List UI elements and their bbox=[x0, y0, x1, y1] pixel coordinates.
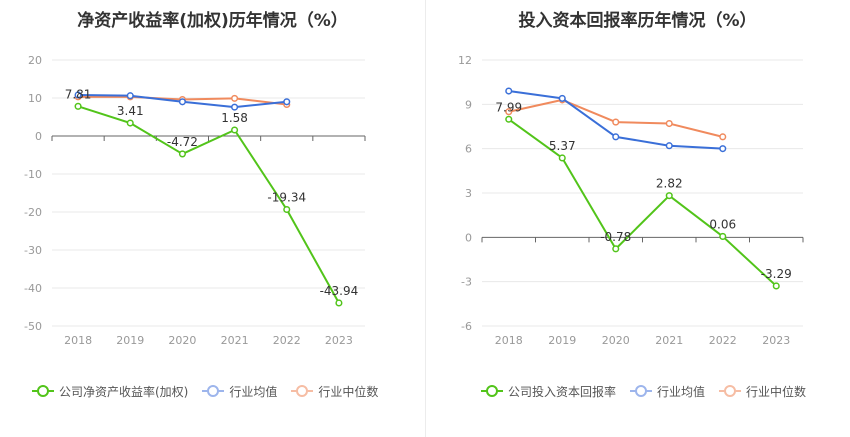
company-series-point bbox=[665, 192, 673, 200]
data-label: -19.34 bbox=[267, 190, 306, 204]
data-label: 1.58 bbox=[221, 111, 248, 125]
data-label: 0.06 bbox=[709, 217, 736, 231]
legend-line-marker-icon bbox=[202, 385, 225, 397]
company-series-point bbox=[74, 102, 82, 110]
company-series-point bbox=[772, 282, 780, 290]
x-tick-label: 2020 bbox=[602, 334, 630, 347]
roe-chart-panel: 净资产收益率(加权)历年情况（%） 20 10 0 -10 -20 -30 -40 -50 20… bbox=[24, 11, 392, 404]
legend-item-industry-median[interactable]: 行业中位数 bbox=[719, 383, 806, 400]
data-label: 7.81 bbox=[65, 87, 92, 101]
legend-item-industry-median[interactable]: 行业中位数 bbox=[291, 383, 378, 400]
chart-title: 净资产收益率(加权)历年情况（%） bbox=[77, 11, 348, 31]
industry-average-series-point bbox=[505, 87, 513, 95]
legend-item-company[interactable]: 公司投入资本回报率 bbox=[481, 383, 616, 400]
y-tick-label: 9 bbox=[465, 98, 472, 111]
roic-chart-panel: 投入资本回报率历年情况（%） 12 9 6 3 0 -3 -6 2018 2019 2020 202… bbox=[425, 0, 850, 437]
legend-label: 行业均值 bbox=[229, 384, 278, 399]
data-label: -0.78 bbox=[600, 230, 631, 244]
data-label: 3.41 bbox=[117, 104, 144, 118]
legend-line-marker-icon bbox=[32, 385, 54, 397]
chart-title: 投入资本回报率历年情况（%） bbox=[518, 11, 757, 31]
y-tick-label: 6 bbox=[465, 143, 472, 156]
x-tick-label: 2022 bbox=[709, 334, 737, 347]
data-label: -3.29 bbox=[761, 267, 792, 281]
x-tick-label: 2020 bbox=[168, 334, 196, 347]
x-tick-label: 2018 bbox=[495, 334, 523, 347]
roic-chart-legend: 公司投入资本回报率 行业均值 行业中位数 bbox=[481, 378, 820, 404]
industry-average-series-point bbox=[74, 91, 82, 99]
industry-average-series-point bbox=[719, 145, 727, 153]
y-tick-label: 12 bbox=[458, 54, 472, 67]
industry-median-series-point bbox=[665, 119, 673, 128]
company-series-point bbox=[505, 115, 513, 123]
legend-line-marker-icon bbox=[291, 385, 314, 397]
roic-chart-plot: 12 9 6 3 0 -3 -6 2018 2019 2020 2021 2022 2023 7.99 5.… bbox=[458, 54, 804, 347]
roe-chart-legend: 公司净资产收益率(加权) 行业均值 行业中位数 bbox=[32, 378, 392, 404]
legend-label: 行业中位数 bbox=[318, 384, 379, 399]
x-tick-label: 2019 bbox=[116, 334, 144, 347]
data-label: 7.99 bbox=[495, 100, 522, 114]
roe-chart-plot: 20 10 0 -10 -20 -30 -40 -50 2018 2019 2020 2021 2022… bbox=[24, 54, 366, 347]
company-series-point bbox=[558, 154, 566, 162]
y-tick-label: 3 bbox=[465, 187, 472, 200]
industry-average-series-point bbox=[665, 142, 673, 150]
y-tick-label: -20 bbox=[24, 206, 42, 219]
industry-median-series-point bbox=[231, 94, 239, 102]
y-tick-label: -10 bbox=[24, 168, 42, 181]
panel-divider bbox=[425, 0, 426, 437]
x-tick-label: 2021 bbox=[221, 334, 249, 347]
company-series-point bbox=[231, 126, 239, 134]
industry-median-series-point bbox=[505, 108, 513, 116]
industry-average-series-point bbox=[231, 103, 239, 111]
y-tick-label: 0 bbox=[465, 231, 472, 244]
x-tick-label: 2021 bbox=[655, 334, 683, 347]
legend-item-industry-average[interactable]: 行业均值 bbox=[630, 383, 705, 400]
legend-line-marker-icon bbox=[719, 385, 742, 397]
x-tick-label: 2023 bbox=[325, 334, 353, 347]
x-tick-label: 2023 bbox=[762, 334, 790, 347]
company-series-point bbox=[335, 299, 343, 307]
industry-average-series-point bbox=[126, 92, 134, 100]
y-tick-label: -50 bbox=[24, 320, 42, 333]
industry-median-series-line bbox=[508, 98, 723, 138]
company-series-line bbox=[77, 105, 340, 304]
data-label: 2.82 bbox=[656, 177, 683, 191]
legend-line-marker-icon bbox=[630, 385, 653, 397]
y-tick-label: -30 bbox=[24, 244, 42, 257]
legend-label: 行业中位数 bbox=[746, 384, 807, 399]
company-series-point bbox=[612, 245, 620, 253]
industry-median-series-point bbox=[612, 118, 620, 126]
company-series-point bbox=[126, 119, 134, 127]
company-series-point bbox=[178, 150, 186, 158]
y-tick-label: -6 bbox=[461, 320, 472, 333]
y-tick-label: -40 bbox=[24, 282, 42, 295]
industry-average-series-point bbox=[558, 94, 566, 102]
data-label: 5.37 bbox=[549, 139, 576, 153]
legend-label: 行业均值 bbox=[657, 384, 706, 399]
x-tick-label: 2019 bbox=[548, 334, 576, 347]
legend-item-industry-average[interactable]: 行业均值 bbox=[202, 383, 277, 400]
industry-average-series-point bbox=[283, 98, 291, 106]
x-tick-label: 2018 bbox=[64, 334, 92, 347]
industry-average-series-point bbox=[612, 133, 620, 141]
industry-median-series-point bbox=[719, 133, 727, 141]
x-tick-label: 2022 bbox=[273, 334, 301, 347]
y-tick-label: -3 bbox=[461, 276, 472, 289]
data-label: -4.72 bbox=[167, 135, 198, 149]
y-tick-label: 0 bbox=[35, 130, 42, 143]
legend-label: 公司净资产收益率(加权) bbox=[59, 384, 189, 399]
y-tick-label: 20 bbox=[28, 54, 42, 67]
data-label: -43.94 bbox=[320, 284, 359, 298]
legend-label: 公司投入资本回报率 bbox=[508, 384, 617, 399]
company-series-line bbox=[508, 118, 777, 287]
y-tick-label: 10 bbox=[28, 92, 42, 105]
company-series-point bbox=[719, 232, 727, 240]
legend-line-marker-icon bbox=[481, 385, 503, 397]
company-series-point bbox=[283, 205, 291, 214]
industry-average-series-point bbox=[178, 98, 186, 106]
legend-item-company[interactable]: 公司净资产收益率(加权) bbox=[32, 383, 188, 400]
